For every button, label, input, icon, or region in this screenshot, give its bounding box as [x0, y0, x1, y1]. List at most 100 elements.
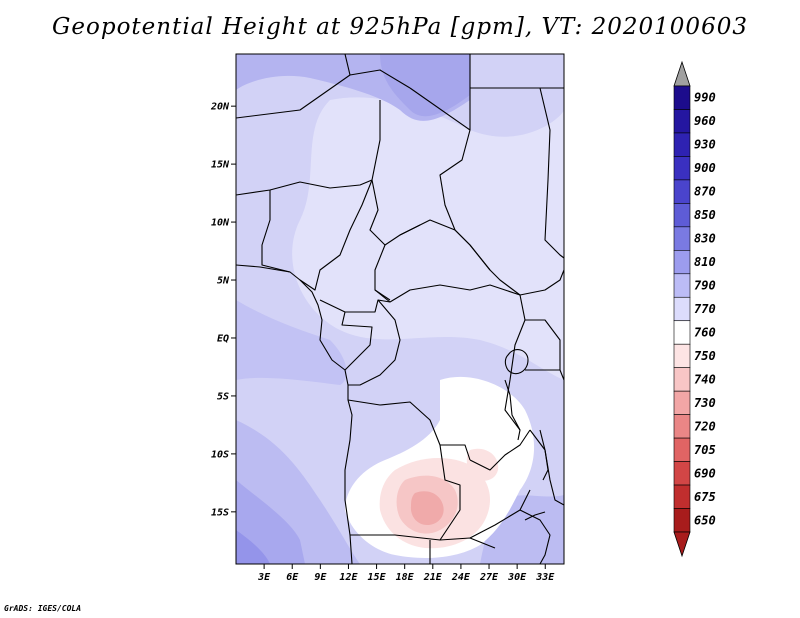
colorbar-bottom-arrow [673, 531, 691, 558]
colorbar-label: 770 [694, 302, 716, 316]
country-borders [236, 54, 564, 564]
colorbar-label: 730 [694, 396, 716, 410]
colorbar: 990 960 930 900 870 850 830 810 790 770 760 750 740 7… [673, 60, 716, 558]
border-drc-east [504, 294, 526, 431]
lon-tick-label: 18E [396, 572, 415, 583]
lon-tick-label: 33E [535, 572, 555, 583]
border-tanzania [525, 369, 564, 381]
grads-credit: GrADS: IGES/COLA [4, 604, 82, 613]
colorbar-swatch [673, 367, 691, 392]
colorbar-label: 690 [694, 466, 716, 480]
map-title: Geopotential Height at 925hPa [gpm], VT:… [52, 14, 748, 40]
lat-tick-label: EQ [217, 333, 229, 344]
longitude-axis: 3E 6E 9E 12E 15E 18E 21E 24E 27E 30E 33E [257, 564, 555, 583]
lat-tick-label: 20N [210, 102, 230, 113]
border-malawi [529, 429, 564, 506]
lon-tick-label: 3E [257, 572, 271, 583]
lon-tick-label: 27E [479, 572, 499, 583]
border-nigeria-cameroon [261, 179, 373, 291]
colorbar-swatch [673, 203, 691, 228]
lake-malawi [539, 429, 549, 481]
border-sudan-east [500, 87, 564, 259]
colorbar-swatch [673, 508, 691, 533]
lon-tick-label: 6E [286, 572, 299, 583]
colorbar-swatch [673, 85, 691, 110]
colorbar-label: 960 [694, 114, 716, 128]
border-congo-drc [348, 299, 401, 386]
colorbar-label: 705 [694, 443, 716, 457]
colorbar-label: 790 [694, 279, 716, 293]
colorbar-swatch [673, 179, 691, 204]
lat-tick-label: 10N [211, 218, 230, 229]
lon-tick-label: 9E [314, 572, 327, 583]
colorbar-swatch [673, 437, 691, 462]
colorbar-swatch [673, 461, 691, 486]
field-darkest-southwest [236, 530, 270, 564]
colorbar-swatch [673, 343, 691, 368]
border-cameroon-gabon [319, 299, 391, 313]
lat-tick-label: 10S [211, 449, 229, 460]
field-pink3-region [410, 491, 444, 525]
colorbar-swatch [673, 320, 691, 345]
lon-tick-label: 30E [507, 572, 527, 583]
border-zimbabwe-moz [519, 509, 551, 564]
border-sudan-ethiopia [519, 269, 564, 296]
field-dark-top2 [380, 54, 470, 117]
border-chad-car [374, 244, 391, 301]
colorbar-swatch [673, 390, 691, 415]
lat-tick-label: 15S [211, 507, 229, 518]
colorbar-swatch [673, 296, 691, 322]
colorbar-label: 850 [694, 208, 716, 222]
field-darker-southwest [236, 480, 305, 564]
border-libya-niger [344, 54, 351, 76]
field-pink-east [466, 448, 499, 481]
colorbar-label: 900 [694, 161, 716, 175]
colorbar-label: 675 [694, 490, 716, 504]
colorbar-swatch [673, 250, 691, 275]
border-car-sudan [399, 219, 521, 296]
latitude-axis: 20N 15N 10N 5N EQ 5S 10S 15S [210, 102, 236, 518]
colorbar-label: 870 [694, 185, 716, 199]
lat-tick-label: 15N [211, 160, 230, 171]
height-field [236, 54, 564, 564]
colorbar-swatch [673, 484, 691, 509]
lake-tanganyika [504, 379, 521, 441]
lon-tick-label: 15E [368, 572, 387, 583]
coastline-west [236, 264, 353, 564]
colorbar-label: 930 [694, 138, 716, 152]
colorbar-swatch [673, 273, 691, 298]
colorbar-top-arrow [673, 60, 691, 87]
border-niger-nigeria [236, 179, 373, 196]
colorbar-label: 740 [694, 372, 716, 386]
lake-kariba [524, 511, 546, 521]
colorbar-swatch [673, 132, 691, 157]
map-frame [235, 53, 565, 565]
border-niger-chad [371, 100, 381, 181]
colorbar-label: 810 [694, 255, 716, 269]
colorbar-swatch [673, 226, 691, 251]
colorbar-label: 990 [694, 91, 716, 105]
border-gabon-congo [341, 311, 373, 371]
border-drc-zambia [469, 429, 531, 471]
border-uganda-kenya [525, 319, 561, 370]
lat-tick-label: 5S [217, 391, 229, 402]
colorbar-swatch [673, 109, 691, 134]
border-zambia-zimbabwe [469, 489, 531, 539]
border-drc-angola [347, 399, 471, 461]
lon-tick-label: 24E [451, 572, 471, 583]
colorbar-label: 750 [694, 349, 716, 363]
field-dark-westcoast [236, 300, 347, 385]
field-light-region [292, 97, 564, 380]
border-angola-zambia [439, 444, 461, 541]
lat-tick-label: 5N [217, 276, 230, 287]
colorbar-label: 720 [694, 419, 716, 433]
lake-victoria [504, 349, 529, 375]
lon-tick-label: 21E [423, 572, 443, 583]
colorbar-swatch [673, 156, 691, 181]
colorbar-label: 650 [694, 513, 716, 527]
colorbar-label: 830 [694, 232, 716, 246]
lon-tick-label: 12E [339, 572, 358, 583]
colorbar-swatch [673, 414, 691, 439]
colorbar-label: 760 [694, 325, 716, 339]
